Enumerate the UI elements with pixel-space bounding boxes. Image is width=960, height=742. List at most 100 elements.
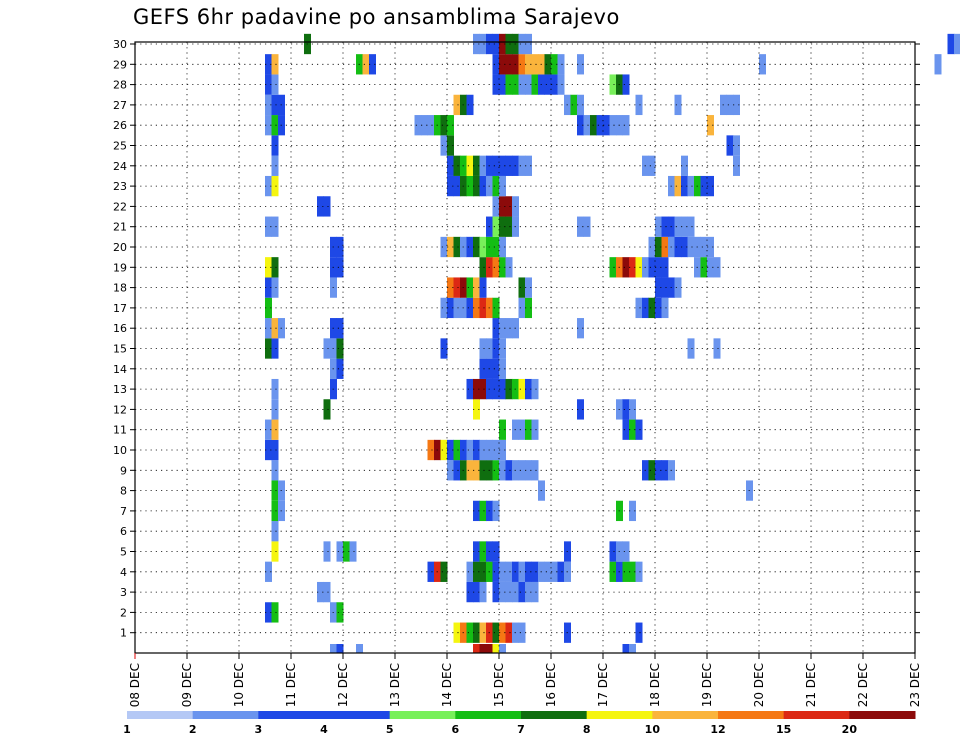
heatmap-cell <box>479 439 487 461</box>
y-tick-label: 26 <box>113 119 127 132</box>
heatmap-cell <box>505 622 513 643</box>
heatmap-cell <box>271 439 279 461</box>
heatmap-cell <box>525 581 532 603</box>
heatmap-cell <box>271 338 279 359</box>
heatmap-cell <box>453 236 461 258</box>
heatmap-cell <box>343 541 350 562</box>
heatmap-cell <box>369 54 376 75</box>
heatmap-cell <box>265 54 272 75</box>
heatmap-cell <box>635 257 643 278</box>
heatmap-cell <box>954 33 960 55</box>
heatmap-cell <box>525 54 532 75</box>
colorbar-segment <box>586 711 653 719</box>
heatmap-cell <box>271 500 279 522</box>
heatmap-cell <box>336 257 344 278</box>
heatmap-cell <box>473 297 480 319</box>
heatmap-cell <box>453 94 461 116</box>
colorbar-label: 7 <box>517 723 525 736</box>
y-tick-label: 30 <box>113 38 127 51</box>
heatmap-cell <box>499 622 506 643</box>
heatmap-cell <box>733 155 740 176</box>
heatmap-cell <box>603 115 610 136</box>
y-tick-label: 16 <box>113 322 127 335</box>
heatmap-cell <box>518 419 526 440</box>
colorbar-label: 6 <box>452 723 460 736</box>
heatmap-cell <box>655 460 662 481</box>
heatmap-cell <box>447 135 454 156</box>
heatmap-cell <box>505 561 513 582</box>
heatmap-cell <box>525 33 532 55</box>
heatmap-cell <box>499 257 506 278</box>
heatmap-cell <box>265 94 272 116</box>
heatmap-cell <box>492 460 500 481</box>
heatmap-cell <box>518 378 526 400</box>
colorbar-label: 2 <box>189 723 197 736</box>
heatmap-cell <box>655 277 662 298</box>
colorbar-segment <box>783 711 850 719</box>
heatmap-cell <box>661 257 669 278</box>
heatmap-cell <box>447 236 454 258</box>
y-tick-label: 12 <box>113 403 127 416</box>
heatmap-cell <box>492 297 500 319</box>
colorbar-segment <box>127 711 194 719</box>
heatmap-cell <box>635 419 643 440</box>
heatmap-cell <box>518 74 526 95</box>
heatmap-cell <box>323 196 331 217</box>
heatmap-cell <box>525 561 532 582</box>
heatmap-cell <box>356 644 363 653</box>
heatmap-cell <box>531 581 539 603</box>
y-tick-label: 22 <box>113 200 127 213</box>
heatmap-cell <box>317 581 324 603</box>
heatmap-cell <box>427 115 435 136</box>
heatmap-cell <box>453 622 461 643</box>
heatmap-cell <box>499 644 506 653</box>
heatmap-cell <box>681 216 688 237</box>
colorbar-label: 5 <box>386 723 394 736</box>
heatmap-cell <box>622 399 630 420</box>
heatmap-cell <box>622 257 630 278</box>
heatmap-cell <box>525 378 532 400</box>
heatmap-cell <box>518 54 526 75</box>
y-tick-label: 23 <box>113 180 127 193</box>
heatmap-cell <box>492 439 500 461</box>
heatmap-cell <box>518 155 526 176</box>
heatmap-cell <box>674 277 682 298</box>
heatmap-cell <box>473 561 480 582</box>
colorbar-label: 1 <box>123 723 131 736</box>
x-tick-label: 23 DEC <box>908 663 922 707</box>
heatmap-cell <box>492 500 500 522</box>
heatmap-cell <box>473 399 480 420</box>
heatmap-cell <box>453 439 461 461</box>
heatmap-cell <box>349 541 357 562</box>
heatmap-cell <box>648 460 656 481</box>
heatmap-cell <box>622 115 630 136</box>
heatmap-cell <box>544 561 552 582</box>
heatmap-cell <box>499 74 506 95</box>
heatmap-cell <box>479 561 487 582</box>
heatmap-cell <box>479 378 487 400</box>
heatmap-cell <box>323 399 331 420</box>
heatmap-cell <box>466 277 474 298</box>
colorbar-segment <box>849 711 916 719</box>
heatmap-cell <box>453 277 461 298</box>
heatmap-cell <box>499 338 506 359</box>
heatmap-cell <box>271 155 279 176</box>
heatmap-cell <box>577 216 584 237</box>
heatmap-cell <box>525 277 532 298</box>
heatmap-cell <box>531 378 539 400</box>
heatmap-cell <box>577 115 584 136</box>
heatmap-cell <box>674 175 682 197</box>
heatmap-cell <box>661 236 669 258</box>
heatmap-cell <box>466 561 474 582</box>
heatmap-cell <box>544 54 552 75</box>
heatmap-cell <box>271 175 279 197</box>
heatmap-cell <box>336 318 344 339</box>
x-tick-label: 12 DEC <box>336 663 350 707</box>
heatmap-cell <box>265 74 272 95</box>
heatmap-cell <box>466 155 474 176</box>
heatmap-cell <box>661 297 669 319</box>
y-tick-label: 7 <box>120 505 127 518</box>
y-tick-label: 24 <box>113 160 127 173</box>
x-tick-label: 18 DEC <box>648 663 662 707</box>
heatmap-cell <box>466 622 474 643</box>
